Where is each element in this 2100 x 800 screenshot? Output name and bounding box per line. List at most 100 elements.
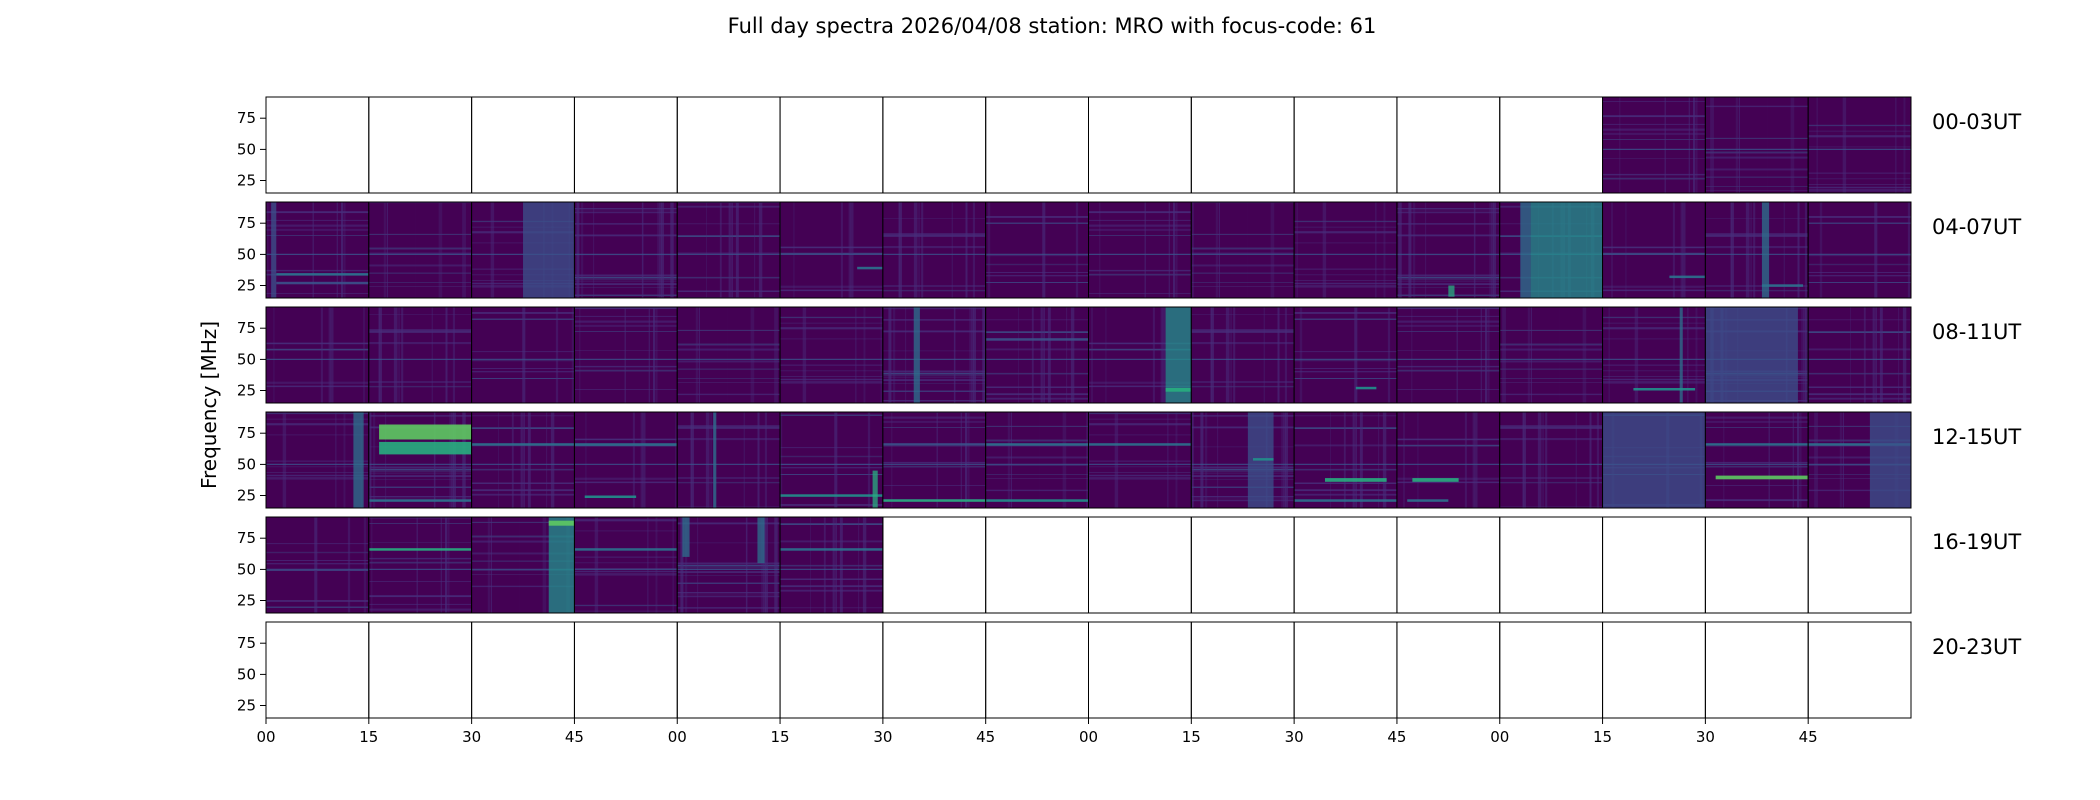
spectrum-panel <box>676 306 781 404</box>
y-axis-label: Frequency [MHz] <box>197 321 221 489</box>
spectrum-heatmap <box>882 202 987 298</box>
spectrum-panel <box>1602 306 1706 404</box>
spectrum-panel <box>985 96 1089 194</box>
spectrum-highlight <box>1088 443 1192 446</box>
spectrum-panel <box>265 96 370 194</box>
spectrum-highlight <box>379 424 472 440</box>
spectrum-panel <box>573 96 678 194</box>
panel-frame <box>1190 96 1295 194</box>
spectrum-heatmap <box>1705 97 1809 193</box>
x-tick-label: 30 <box>1696 728 1715 746</box>
panel-frame <box>1293 96 1398 194</box>
spectrum-panel <box>1499 306 1604 404</box>
spectrum-panel <box>882 516 987 614</box>
spectrum-panel <box>1396 516 1501 614</box>
panel-frame <box>471 621 575 719</box>
spectrum-panel <box>882 621 987 719</box>
spectrum-heatmap <box>266 412 370 508</box>
spectra-row: 75 50 25 20-23UT <box>237 621 2021 719</box>
spectrum-highlight <box>1761 202 1770 298</box>
spectrum-panel <box>1293 201 1398 299</box>
y-tick-label: 75 <box>237 319 256 337</box>
spectrum-heatmap <box>368 307 473 403</box>
spectrum-panel <box>1088 621 1192 719</box>
y-tick-label: 50 <box>237 665 256 683</box>
spectrum-panel <box>1704 621 1809 719</box>
y-tick-label: 75 <box>237 214 256 232</box>
spectrum-panel <box>368 201 473 299</box>
panel-frame <box>1807 621 1912 719</box>
x-tick-label: 15 <box>771 728 790 746</box>
spectrum-highlight <box>1324 478 1387 482</box>
spectrum-panel <box>882 201 987 299</box>
y-tick-label: 25 <box>237 697 256 715</box>
spectrum-heatmap <box>1705 412 1809 508</box>
panel-frame <box>368 621 473 719</box>
spectrum-panel <box>573 306 678 404</box>
spectrum-panel <box>1499 621 1604 719</box>
panel-frame <box>779 621 884 719</box>
spectrum-panel <box>368 621 473 719</box>
spectrum-panel <box>1396 306 1501 404</box>
spectrum-heatmap <box>1088 412 1192 508</box>
spectrum-panel <box>573 621 678 719</box>
spectrum-heatmap <box>1191 307 1295 403</box>
spectrum-heatmap <box>471 412 575 508</box>
spectrum-highlight <box>1679 307 1683 403</box>
spectrum-panel <box>368 306 473 404</box>
spectrum-panel <box>1088 96 1192 194</box>
spectrum-highlight <box>379 441 472 455</box>
spectrum-highlight <box>985 499 1089 502</box>
spectrum-highlight <box>1705 443 1809 446</box>
spectrum-panel <box>1704 516 1809 614</box>
spectrum-panel <box>882 306 987 404</box>
spectrum-panel <box>265 621 370 719</box>
spectrum-heatmap <box>1499 307 1603 403</box>
panel-frame <box>1807 516 1912 614</box>
spectrum-panel <box>1088 411 1192 509</box>
y-tick-label: 75 <box>237 634 256 652</box>
spectrum-heatmap <box>574 202 678 298</box>
spectrum-heatmap <box>1808 307 1912 403</box>
spectrum-heatmap <box>780 202 884 298</box>
row-time-label: 12-15UT <box>1932 425 2021 449</box>
panel-frame <box>1807 96 1912 194</box>
panel-frame <box>1499 96 1604 194</box>
panel-frame <box>1396 621 1501 719</box>
x-tick-label: 00 <box>1490 728 1509 746</box>
spectrum-panel <box>1396 201 1501 299</box>
spectrum-highlight <box>780 548 883 551</box>
spectrum-heatmap <box>266 517 370 613</box>
y-tick-label: 25 <box>237 382 256 400</box>
spectrum-panel <box>573 516 678 614</box>
spectrum-panel <box>779 96 884 194</box>
spectrum-heatmap <box>1602 97 1706 193</box>
spectrum-panel <box>1704 411 1809 509</box>
row-time-label: 00-03UT <box>1932 110 2021 134</box>
spectrum-highlight <box>682 517 690 557</box>
panel-frame <box>779 96 884 194</box>
spectrum-highlight <box>1808 443 1911 446</box>
spectrum-heatmap <box>882 412 987 508</box>
spectrum-heatmap <box>985 412 1089 508</box>
spectrum-highlight <box>368 499 472 502</box>
spectrum-panel <box>471 621 575 719</box>
y-tick-label: 75 <box>237 424 256 442</box>
spectrum-panel <box>368 96 473 194</box>
spectrum-panel <box>1807 516 1912 614</box>
spectrum-highlight <box>471 443 575 446</box>
spectrum-heatmap <box>677 517 781 613</box>
spectrum-heatmap <box>1191 202 1295 298</box>
spectrum-panel <box>985 516 1089 614</box>
spectrum-highlight <box>1355 386 1377 390</box>
spectrum-highlight <box>353 412 364 508</box>
spectrum-panel <box>1293 516 1398 614</box>
spectrum-highlight <box>523 202 575 298</box>
panel-frame <box>265 96 370 194</box>
panel-frame <box>882 516 987 614</box>
spectrum-highlight <box>584 495 637 498</box>
spectrum-panel <box>1088 516 1192 614</box>
spectrum-heatmap <box>368 517 473 613</box>
panel-frame <box>368 96 473 194</box>
